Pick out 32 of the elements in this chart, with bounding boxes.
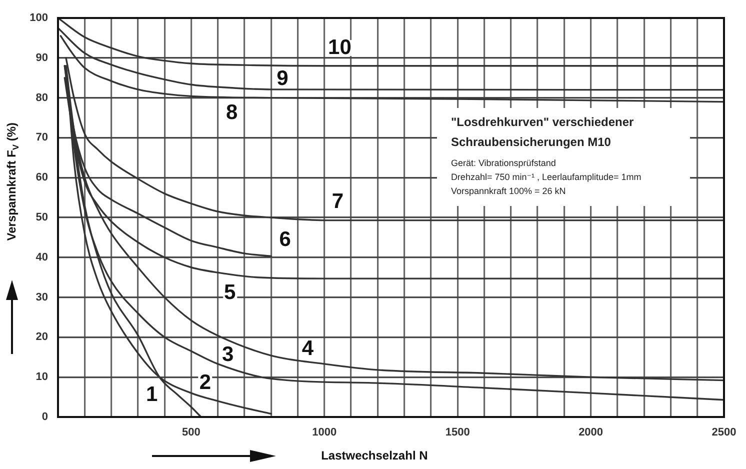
series-label: 6 <box>278 228 292 251</box>
x-tick-label: 2500 <box>712 426 736 439</box>
y-axis-title: Verspannkraft FV (%) <box>4 122 21 241</box>
x-axis-title: Lastwechselzahl N <box>321 448 428 462</box>
annotation: Vorspannkraft 100% = 26 kN <box>450 184 567 198</box>
y-tick-label: 20 <box>36 331 48 344</box>
y-tick-label: 40 <box>36 251 48 264</box>
x-tick-label: 1000 <box>312 426 337 439</box>
series-label: 7 <box>330 190 345 213</box>
y-tick-label: 50 <box>36 212 48 224</box>
series-label: 9 <box>276 66 290 90</box>
series-label: 8 <box>224 100 239 124</box>
x-tick-label: 500 <box>182 426 200 439</box>
y-tick-label: 70 <box>36 132 48 144</box>
y-tick-label: 60 <box>36 172 48 184</box>
x-tick-label: 1500 <box>445 426 470 439</box>
y-tick-label: 10 <box>36 371 48 384</box>
series-label: 4 <box>300 336 315 360</box>
y-tick-label: 80 <box>36 92 48 104</box>
annotation: Drehzahl= 750 min⁻¹ , Leerlaufamplitude= 1mm <box>450 170 642 184</box>
series-label: 5 <box>222 280 237 304</box>
y-tick-label: 30 <box>36 291 48 304</box>
series-label: 10 <box>327 36 352 60</box>
y-tick-label: 0 <box>42 411 48 424</box>
y-tick-label: 90 <box>36 52 48 64</box>
text-panel: "Losdrehkurven" verschiedener Schraubensicherungen M10 Gerät: Vibrationsprüfstand Drehzahl= 750 min⁻¹ , Leerlaufamplitude= 1mm Vorspannkraft 100% = 26 kN <box>436 108 690 206</box>
y-tick-label: 100 <box>30 12 48 24</box>
series-label: 1 <box>145 383 159 406</box>
series-label: 2 <box>198 371 212 394</box>
annotation: Gerät: Vibrationsprüfstand <box>450 156 557 170</box>
x-tick-label: 2000 <box>578 426 604 439</box>
series-label: 3 <box>220 343 235 366</box>
